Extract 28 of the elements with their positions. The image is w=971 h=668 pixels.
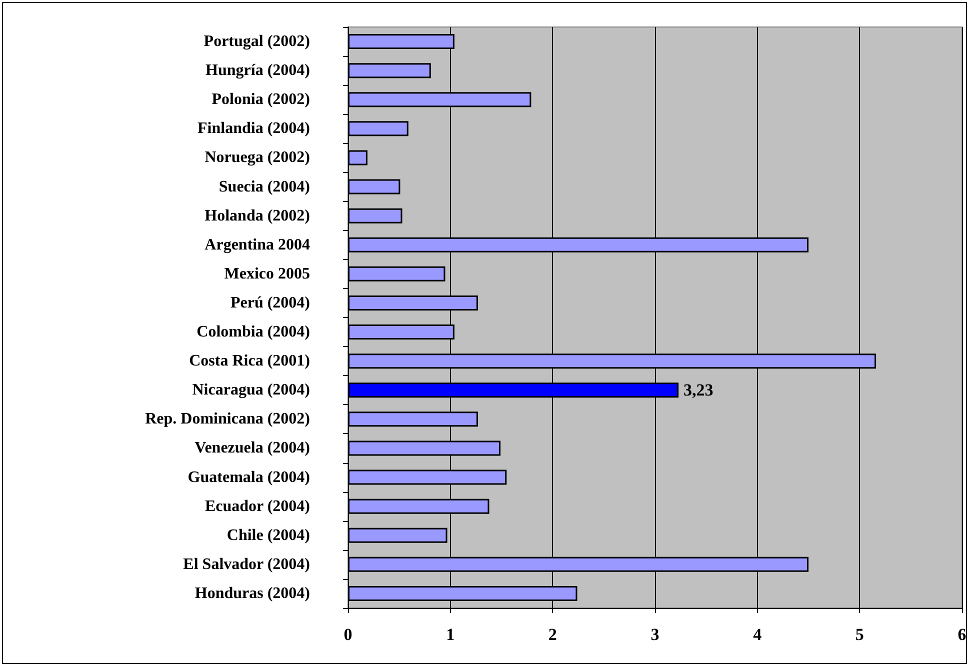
y-tick-label: Rep. Dominicana (2002) [145, 410, 310, 428]
x-tick-label: 4 [753, 625, 762, 644]
x-tick-label: 0 [344, 625, 352, 644]
data-label: 3,23 [684, 380, 714, 400]
y-tick-label: El Salvador (2004) [183, 556, 310, 573]
y-tick-label: Nicaragua (2004) [192, 382, 310, 399]
y-tick-label: Finlandia (2004) [198, 120, 310, 138]
y-tick-label: Chile (2004) [226, 526, 310, 544]
y-tick-label: Argentina 2004 [204, 236, 310, 254]
y-tick-label: Polonia (2002) [212, 91, 310, 108]
x-tick-label: 3 [650, 625, 660, 644]
x-tick-label: 6 [958, 625, 966, 644]
y-tick-label: Perú (2004) [230, 294, 310, 312]
y-tick-label: Honduras (2004) [194, 584, 310, 602]
y-tick-label: Suecia (2004) [218, 178, 310, 196]
y-tick-label: Colombia (2004) [196, 324, 310, 341]
y-tick-label: Costa Rica (2001) [189, 352, 310, 370]
y-tick-label: Noruega (2002) [204, 149, 310, 166]
y-tick-label: Portugal (2002) [204, 33, 310, 50]
y-tick-label: Venezuela (2004) [194, 440, 310, 457]
x-tick-label: 1 [446, 625, 455, 644]
x-tick-label: 2 [548, 625, 557, 644]
y-tick-label: Ecuador (2004) [204, 498, 310, 515]
y-tick-label: Hungría (2004) [206, 62, 310, 80]
y-tick-label: Mexico 2005 [224, 265, 310, 282]
y-tick-label: Guatemala (2004) [188, 468, 310, 486]
x-tick-label: 5 [855, 625, 864, 644]
y-tick-label: Holanda (2002) [204, 207, 310, 224]
